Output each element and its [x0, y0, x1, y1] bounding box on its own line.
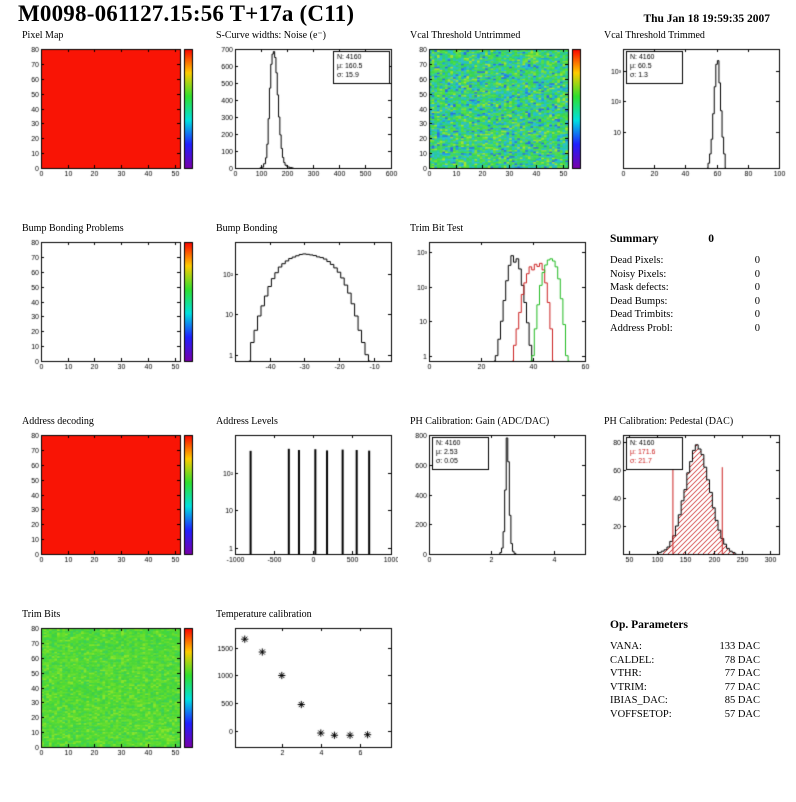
- ph-gain-chart: [404, 429, 592, 569]
- chart-title-address-levels: Address Levels: [216, 416, 278, 427]
- panel-bump-problems: Bump Bonding Problems: [14, 223, 208, 416]
- op-row-caldel: CALDEL: 78 DAC: [610, 654, 760, 668]
- chart-title-vcal-untrimmed: Vcal Threshold Untrimmed: [410, 30, 521, 41]
- summary-header: Summary 0: [610, 233, 714, 245]
- op-row-ibias-dac: IBIAS_DAC: 85 DAC: [610, 694, 760, 708]
- op-row-label: VTHR:: [610, 668, 642, 679]
- pixel-map-chart: [16, 43, 204, 183]
- panel-trim-bits: Trim Bits: [14, 609, 208, 802]
- summary-row-label: Noisy Pixels:: [610, 268, 667, 280]
- scurve-noise-chart: [210, 43, 398, 183]
- panel-ph-pedestal: PH Calibration: Pedestal (DAC): [596, 416, 790, 609]
- chart-title-trim-bit-test: Trim Bit Test: [410, 223, 464, 234]
- chart-title-bump-bonding: Bump Bonding: [216, 223, 278, 234]
- chart-title-bump-problems: Bump Bonding Problems: [22, 223, 124, 234]
- empty-cell: [402, 609, 596, 802]
- op-row-value: 85 DAC: [724, 695, 760, 706]
- vcal-untrimmed-chart: [404, 43, 592, 183]
- summary-row-label: Address Probl:: [610, 322, 673, 334]
- op-row-value: 133 DAC: [719, 641, 760, 652]
- op-row-value: 78 DAC: [724, 654, 760, 666]
- summary-row-value: 0: [754, 309, 760, 320]
- bump-problems-chart: [16, 236, 204, 376]
- summary-row-dead-trimbits: Dead Trimbits: 0: [610, 308, 760, 322]
- summary-row-address-probl: Address Probl: 0: [610, 322, 760, 336]
- panel-scurve-noise: S-Curve widths: Noise (e⁻): [208, 30, 402, 223]
- summary-row-dead-pixels: Dead Pixels: 0: [610, 254, 760, 268]
- temperature-chart: [210, 622, 398, 762]
- panel-address-levels: Address Levels: [208, 416, 402, 609]
- chart-title-pixel-map: Pixel Map: [22, 30, 64, 41]
- summary-row-value: 0: [754, 255, 760, 266]
- summary-panel: Summary 0 Dead Pixels: 0 Noisy Pixels: 0…: [596, 223, 790, 416]
- op-row-vthr: VTHR: 77 DAC: [610, 667, 760, 681]
- op-parameters-panel: Op. Parameters VANA: 133 DAC CALDEL: 78 …: [596, 609, 790, 802]
- op-row-label: CALDEL:: [610, 654, 655, 666]
- report-date: Thu Jan 18 19:59:35 2007: [643, 13, 770, 25]
- address-levels-chart: [210, 429, 398, 569]
- trim-bit-test-chart: [404, 236, 592, 376]
- panel-vcal-trimmed: Vcal Threshold Trimmed: [596, 30, 790, 223]
- summary-total: 0: [708, 233, 714, 245]
- op-row-value: 57 DAC: [724, 708, 760, 720]
- summary-row-label: Dead Trimbits:: [610, 309, 674, 320]
- summary-row-value: 0: [754, 268, 760, 280]
- summary-row-label: Mask defects:: [610, 282, 669, 293]
- address-decoding-chart: [16, 429, 204, 569]
- op-row-label: VANA:: [610, 641, 642, 652]
- chart-title-temperature: Temperature calibration: [216, 609, 312, 620]
- summary-row-value: 0: [754, 322, 760, 334]
- panel-trim-bit-test: Trim Bit Test: [402, 223, 596, 416]
- summary-row-mask-defects: Mask defects: 0: [610, 281, 760, 295]
- summary-row-label: Dead Pixels:: [610, 255, 664, 266]
- panel-temperature: Temperature calibration: [208, 609, 402, 802]
- panel-pixel-map: Pixel Map: [14, 30, 208, 223]
- panel-ph-gain: PH Calibration: Gain (ADC/DAC): [402, 416, 596, 609]
- chart-title-address-decoding: Address decoding: [22, 416, 94, 427]
- panel-vcal-untrimmed: Vcal Threshold Untrimmed: [402, 30, 596, 223]
- ph-pedestal-chart: [598, 429, 786, 569]
- summary-row-value: 0: [754, 295, 760, 307]
- summary-row-value: 0: [754, 282, 760, 293]
- trim-bits-chart: [16, 622, 204, 762]
- page-title: M0098-061127.15:56 T+17a (C11): [18, 1, 355, 26]
- chart-title-vcal-trimmed: Vcal Threshold Trimmed: [604, 30, 705, 41]
- chart-title-trim-bits: Trim Bits: [22, 609, 61, 620]
- chart-title-ph-pedestal: PH Calibration: Pedestal (DAC): [604, 416, 734, 427]
- summary-row-label: Dead Bumps:: [610, 295, 668, 307]
- op-row-label: VTRIM:: [610, 681, 647, 693]
- chart-title-scurve-noise: S-Curve widths: Noise (e⁻): [216, 30, 326, 41]
- summary-row-dead-bumps: Dead Bumps: 0: [610, 295, 760, 309]
- vcal-trimmed-chart: [598, 43, 786, 183]
- op-row-voffsetop: VOFFSETOP: 57 DAC: [610, 708, 760, 722]
- summary-title: Summary: [610, 233, 659, 245]
- op-parameters-title: Op. Parameters: [610, 619, 688, 631]
- op-row-value: 77 DAC: [724, 668, 760, 679]
- op-row-label: IBIAS_DAC:: [610, 695, 668, 706]
- bump-bonding-chart: [210, 236, 398, 376]
- op-row-label: VOFFSETOP:: [610, 708, 672, 720]
- op-row-vana: VANA: 133 DAC: [610, 640, 760, 654]
- panel-address-decoding: Address decoding: [14, 416, 208, 609]
- plots-grid: Pixel Map S-Curve widths: Noise (e⁻) Vca…: [14, 30, 790, 802]
- op-row-vtrim: VTRIM: 77 DAC: [610, 681, 760, 695]
- op-row-value: 77 DAC: [724, 681, 760, 693]
- panel-bump-bonding: Bump Bonding: [208, 223, 402, 416]
- chart-title-ph-gain: PH Calibration: Gain (ADC/DAC): [410, 416, 550, 427]
- summary-row-noisy-pixels: Noisy Pixels: 0: [610, 268, 760, 282]
